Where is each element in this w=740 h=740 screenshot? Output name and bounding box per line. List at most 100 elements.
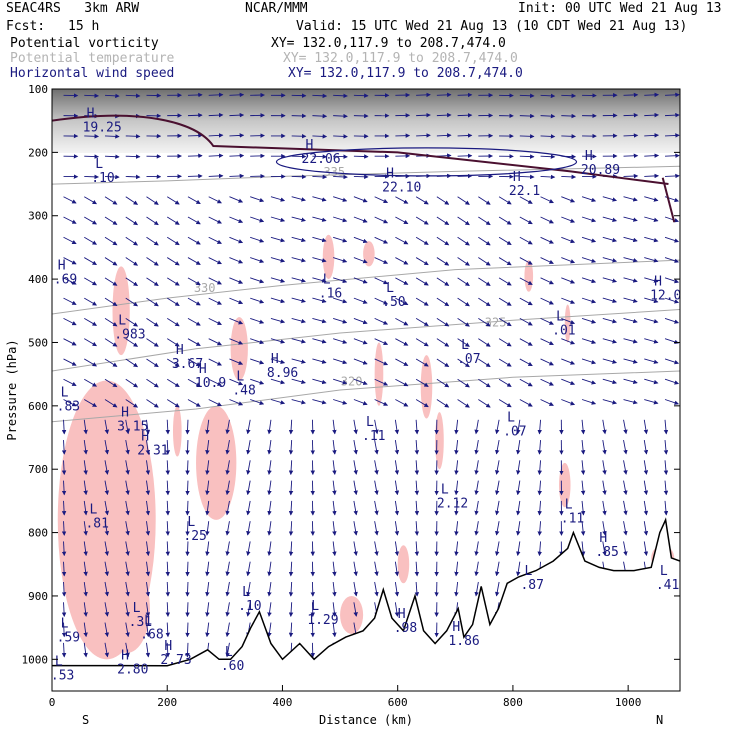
wind-vector xyxy=(623,257,638,263)
pv-high-value: 2.80 xyxy=(117,662,148,677)
wind-vector xyxy=(84,399,98,407)
wind-vector xyxy=(61,440,67,455)
wind-vector xyxy=(374,561,379,577)
wind-vector xyxy=(478,216,491,226)
wind-vector xyxy=(494,480,500,496)
wind-vector xyxy=(454,460,459,475)
wind-vector xyxy=(516,541,521,557)
wind-vector xyxy=(229,358,244,365)
wind-vector xyxy=(312,216,327,222)
wind-vector xyxy=(208,153,224,158)
wind-vector xyxy=(561,317,576,325)
wind-vector xyxy=(166,318,180,327)
pv-fill-patch xyxy=(420,355,433,419)
wind-vector xyxy=(498,297,512,306)
wind-vector xyxy=(225,439,230,455)
wind-vector xyxy=(225,460,230,475)
wind-vector xyxy=(644,358,659,364)
wind-vector xyxy=(374,257,389,264)
pv-fill-patch xyxy=(374,342,384,406)
y-tick-label: 200 xyxy=(28,146,48,159)
wind-vector xyxy=(146,318,159,327)
wind-vector xyxy=(312,358,327,364)
wind-vector xyxy=(63,277,77,285)
wind-vector xyxy=(415,318,429,326)
wind-vector xyxy=(104,134,120,139)
pv-low-letter: L xyxy=(507,411,515,426)
tropopause-fold-contour xyxy=(661,177,676,223)
wind-vector xyxy=(104,581,110,597)
wind-vector xyxy=(104,358,118,367)
wind-vector xyxy=(623,277,638,283)
wind-vector xyxy=(205,419,210,435)
fcst-value: 15 h xyxy=(68,19,100,34)
pv-low-letter: L xyxy=(323,273,331,288)
wind-vector xyxy=(166,378,180,388)
wind-vector xyxy=(104,338,118,347)
wind-vector xyxy=(83,419,88,435)
wind-vector xyxy=(623,399,638,405)
wind-vector xyxy=(581,358,597,365)
wind-vector xyxy=(664,216,680,223)
wind-vector xyxy=(312,196,327,202)
wind-vector xyxy=(267,460,272,475)
wind-vector xyxy=(644,173,660,179)
wind-vector xyxy=(185,581,190,597)
pv-low-letter: L xyxy=(236,369,244,384)
wind-vector xyxy=(457,173,473,179)
wind-vector xyxy=(537,440,542,455)
wind-vector xyxy=(125,622,130,638)
wind-vector xyxy=(166,236,180,246)
wind-vector xyxy=(561,196,576,203)
wind-vector xyxy=(267,622,272,638)
wind-vector xyxy=(644,399,659,405)
wind-vector xyxy=(208,297,222,305)
wind-vector xyxy=(457,216,470,226)
wind-vector xyxy=(225,642,230,658)
wind-vector xyxy=(166,399,180,408)
wind-vector xyxy=(415,216,429,225)
wind-vector xyxy=(250,216,265,223)
pv-low-letter: L xyxy=(524,564,532,579)
wind-vector xyxy=(374,277,389,285)
pv-fill-patch xyxy=(112,266,130,356)
wind-vector xyxy=(478,277,491,286)
wind-vector xyxy=(498,196,512,205)
pv-low-letter: L xyxy=(556,309,564,324)
pv-low-letter: L xyxy=(366,415,374,430)
wind-vector xyxy=(291,399,306,405)
right-end-label: N xyxy=(656,713,663,727)
wind-vector xyxy=(623,460,628,475)
wind-vector xyxy=(267,419,272,435)
wind-vector xyxy=(374,297,389,305)
wind-vector xyxy=(187,399,201,407)
wind-vector xyxy=(104,500,110,516)
strat-pv-shading xyxy=(52,89,680,153)
wind-vector xyxy=(353,196,368,203)
wind-vector xyxy=(229,196,244,203)
wind-vector xyxy=(581,399,597,405)
pv-low-letter: L xyxy=(144,613,152,628)
wind-vector xyxy=(208,112,224,118)
wind-vector xyxy=(333,358,348,365)
wind-vector xyxy=(516,460,521,475)
wind-vector xyxy=(374,358,389,366)
wind-vector xyxy=(104,277,118,286)
pv-high-value: 20.89 xyxy=(581,163,620,178)
wind-vector xyxy=(225,541,230,556)
wind-vector xyxy=(146,277,159,286)
wind-vector xyxy=(125,297,139,307)
wind-vector xyxy=(498,318,512,327)
wind-vector xyxy=(474,561,479,577)
wind-vector xyxy=(104,541,110,556)
wind-vector xyxy=(83,440,88,455)
wind-vector xyxy=(270,196,286,202)
wind-vector xyxy=(414,480,420,496)
wind-vector xyxy=(374,317,389,325)
wind-vector xyxy=(146,216,159,226)
wind-vector xyxy=(125,439,130,455)
wind-vector xyxy=(185,602,190,618)
wind-vector xyxy=(498,277,512,286)
wind-vector xyxy=(353,338,368,345)
wind-vector xyxy=(270,399,286,405)
